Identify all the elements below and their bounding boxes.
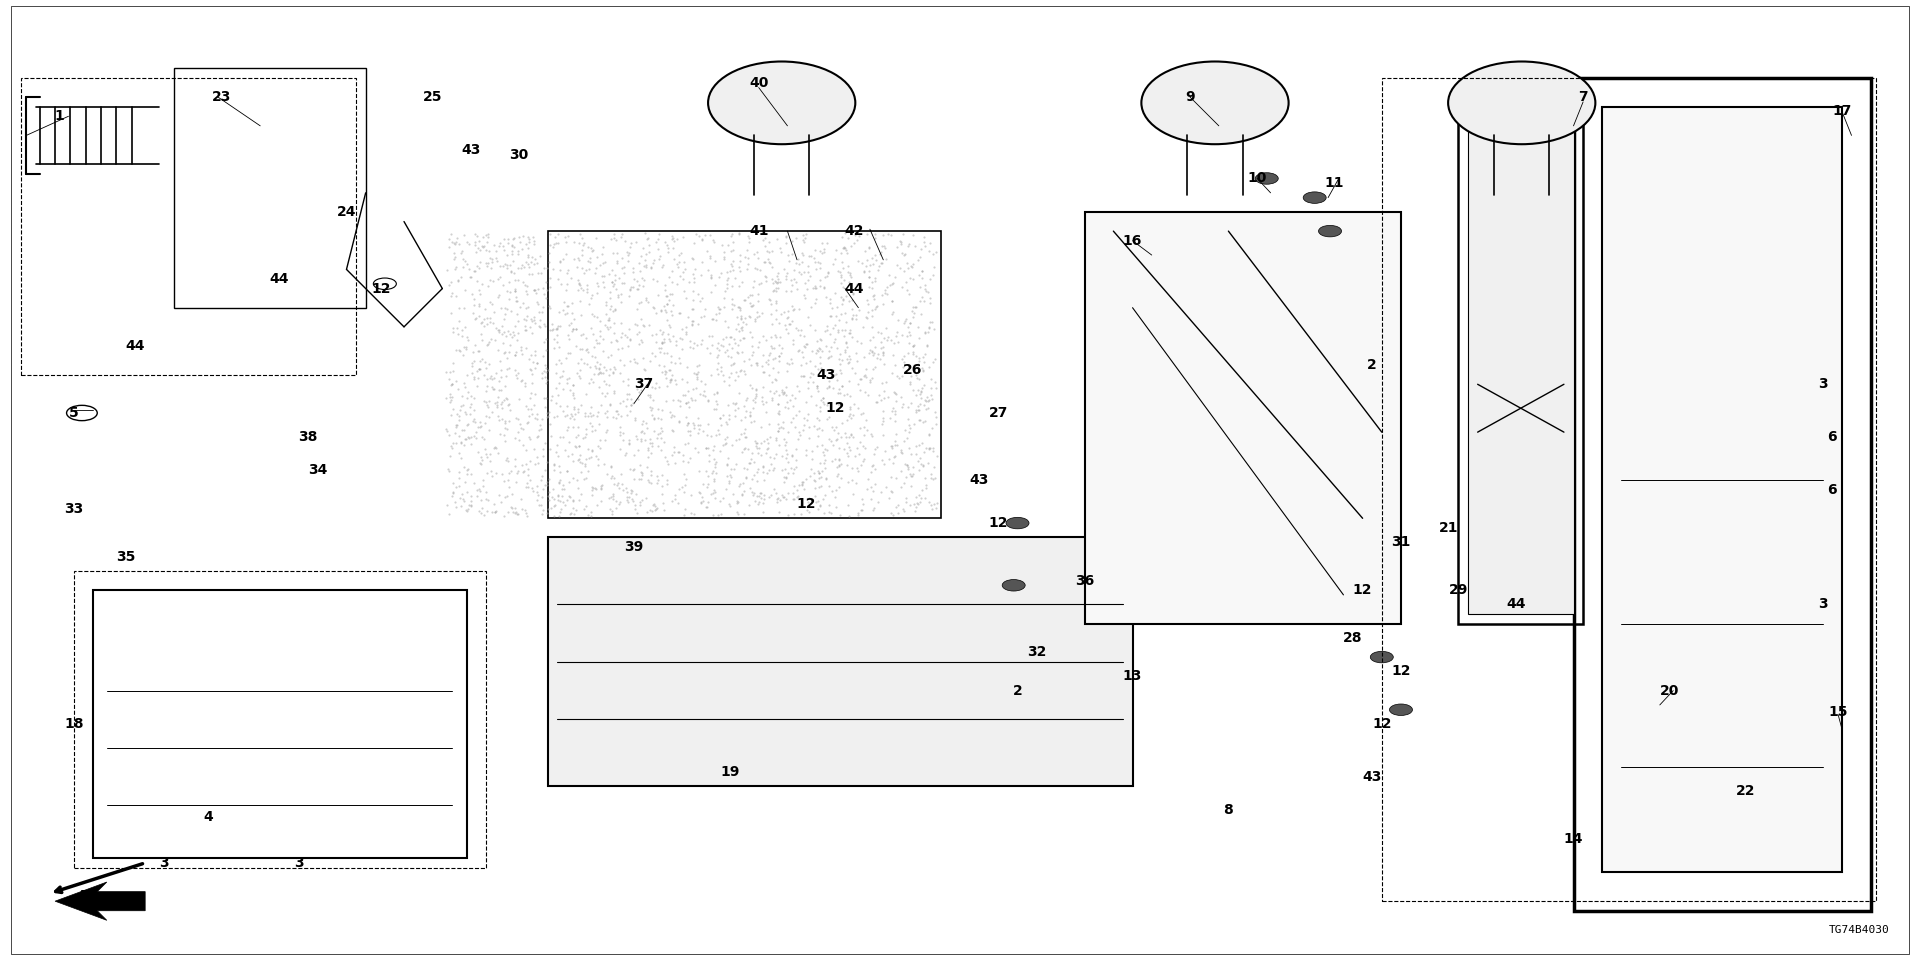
Circle shape [1002, 580, 1025, 591]
Text: 5: 5 [69, 406, 79, 420]
Text: 6: 6 [1828, 483, 1837, 496]
Text: 12: 12 [371, 281, 392, 296]
Text: 19: 19 [720, 765, 739, 779]
Text: 2: 2 [1012, 684, 1021, 698]
Polygon shape [56, 882, 146, 921]
Text: 21: 21 [1440, 521, 1459, 535]
Text: 29: 29 [1450, 583, 1469, 597]
Text: 41: 41 [749, 224, 768, 238]
Polygon shape [1085, 212, 1402, 624]
Bar [94, 590, 467, 858]
Text: 42: 42 [845, 224, 864, 238]
Text: 27: 27 [989, 406, 1008, 420]
Text: 31: 31 [1392, 536, 1411, 549]
Text: 12: 12 [989, 516, 1008, 530]
Text: 43: 43 [461, 143, 480, 156]
Text: 10: 10 [1248, 172, 1267, 185]
Circle shape [1319, 226, 1342, 237]
Text: 44: 44 [845, 281, 864, 296]
Text: 36: 36 [1075, 573, 1094, 588]
Text: 17: 17 [1832, 105, 1851, 118]
Text: 14: 14 [1563, 832, 1584, 846]
Text: TG74B4030: TG74B4030 [1830, 924, 1889, 935]
Text: 44: 44 [1507, 597, 1526, 612]
Text: 23: 23 [213, 90, 232, 104]
Polygon shape [547, 538, 1133, 786]
Text: 12: 12 [1354, 583, 1373, 597]
Text: 20: 20 [1659, 684, 1680, 698]
Text: 11: 11 [1325, 177, 1344, 190]
Text: 37: 37 [634, 377, 653, 392]
Text: 13: 13 [1123, 669, 1142, 684]
Text: 43: 43 [1363, 770, 1382, 783]
Ellipse shape [708, 61, 854, 144]
Text: 4: 4 [204, 810, 213, 824]
Text: 26: 26 [902, 363, 922, 377]
Text: 44: 44 [269, 272, 290, 286]
Text: 3: 3 [1818, 597, 1828, 612]
Text: 25: 25 [422, 90, 442, 104]
Bar [1603, 107, 1841, 873]
Text: 12: 12 [826, 401, 845, 416]
Bar [1382, 78, 1876, 901]
Text: 32: 32 [1027, 645, 1046, 660]
Text: 2: 2 [1367, 358, 1377, 372]
Ellipse shape [1448, 61, 1596, 144]
Text: 24: 24 [336, 205, 357, 219]
Text: 1: 1 [54, 109, 63, 123]
Text: 22: 22 [1736, 784, 1755, 798]
Text: 28: 28 [1344, 631, 1363, 645]
Bar [1574, 78, 1870, 911]
Text: 7: 7 [1578, 90, 1588, 104]
Text: 40: 40 [749, 76, 768, 89]
Circle shape [1390, 704, 1413, 715]
Text: 16: 16 [1123, 233, 1142, 248]
Text: 3: 3 [1818, 377, 1828, 392]
Circle shape [1371, 651, 1394, 662]
Text: 34: 34 [307, 464, 328, 477]
Text: 12: 12 [797, 497, 816, 511]
Bar [175, 68, 365, 308]
Text: 44: 44 [127, 339, 146, 353]
Text: 35: 35 [117, 549, 136, 564]
Bar [1469, 126, 1574, 614]
Text: 38: 38 [298, 430, 319, 444]
Circle shape [1006, 517, 1029, 529]
Text: 15: 15 [1828, 705, 1847, 719]
Text: 3: 3 [159, 856, 169, 870]
Text: FR.: FR. [79, 889, 104, 903]
Text: 39: 39 [624, 540, 643, 554]
Text: 12: 12 [1392, 664, 1411, 679]
Bar [75, 571, 486, 868]
Text: 43: 43 [816, 368, 835, 382]
Text: 8: 8 [1223, 804, 1233, 817]
Text: 30: 30 [509, 148, 528, 161]
Text: 33: 33 [65, 502, 84, 516]
Text: 3: 3 [294, 856, 303, 870]
Text: 9: 9 [1185, 90, 1194, 104]
Ellipse shape [1140, 61, 1288, 144]
Text: 43: 43 [970, 473, 989, 487]
Text: 18: 18 [65, 717, 84, 732]
Circle shape [1256, 173, 1279, 184]
Bar [1459, 116, 1584, 624]
Text: 12: 12 [1373, 717, 1392, 732]
Circle shape [1304, 192, 1327, 204]
Bar [21, 78, 355, 374]
Text: 6: 6 [1828, 430, 1837, 444]
